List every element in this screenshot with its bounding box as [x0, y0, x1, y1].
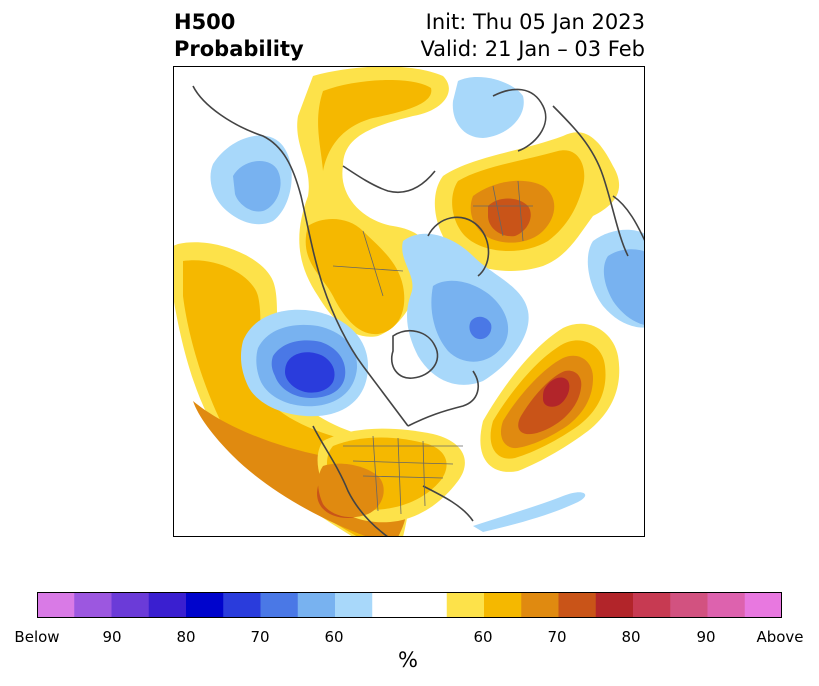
colorbar-swatch — [521, 592, 559, 618]
colorbar-swatch — [446, 592, 485, 618]
colorbar-swatch — [595, 592, 634, 618]
colorbar-swatch — [37, 592, 75, 618]
colorbar-tick-label: 70 — [547, 628, 567, 646]
colorbar — [37, 592, 782, 618]
colorbar-swatch — [372, 592, 410, 618]
colorbar-tick-label: 60 — [324, 628, 344, 646]
region-hudson-below-70 — [469, 316, 492, 340]
title-variable: H500 — [174, 10, 236, 34]
probability-map — [173, 66, 645, 537]
colorbar-swatch — [484, 592, 522, 618]
title-left: H500 Probability — [174, 9, 304, 63]
colorbar-swatch — [744, 592, 782, 618]
colorbar-swatch — [74, 592, 112, 618]
region-alaska-below-65 — [233, 160, 281, 212]
region-siberia-below-65 — [603, 249, 645, 325]
region-atlantic-above-75 — [543, 377, 570, 407]
valid-period: Valid: 21 Jan – 03 Feb — [420, 37, 645, 61]
colorbar-swatch — [111, 592, 150, 618]
region-greenland-below-60 — [452, 76, 524, 138]
init-date: Init: Thu 05 Jan 2023 — [425, 10, 645, 34]
colorbar-tick-label: 90 — [696, 628, 716, 646]
region-canada-above-60 — [305, 219, 405, 335]
title-right: Init: Thu 05 Jan 2023 Valid: 21 Jan – 03… — [420, 9, 645, 63]
region-westcanada-below-75 — [285, 352, 335, 393]
colorbar-swatch — [633, 592, 671, 618]
colorbar-swatch — [335, 592, 373, 618]
colorbar-swatch — [148, 592, 187, 618]
borders — [332, 180, 533, 515]
colorbar-tick-label: 70 — [250, 628, 270, 646]
colorbar-swatch — [409, 592, 448, 618]
colorbar-swatch — [670, 592, 708, 618]
colorbar-swatch — [223, 592, 261, 618]
colorbar-tick-label: 80 — [621, 628, 641, 646]
region-arctic-above-60 — [318, 80, 432, 171]
colorbar-swatch — [558, 592, 597, 618]
colorbar-swatch — [260, 592, 299, 618]
title-product: Probability — [174, 37, 304, 61]
coastlines — [192, 85, 645, 537]
colorbar-swatch — [707, 592, 746, 618]
colorbar-tick-label: Above — [756, 628, 804, 646]
region-useast-above-65 — [318, 463, 384, 518]
colorbar-tick-label: 90 — [102, 628, 122, 646]
region-hudson-below-65 — [431, 280, 509, 362]
colorbar-unit-label: % — [398, 648, 418, 672]
colorbar-swatch — [186, 592, 224, 618]
colorbar-tick-label: Below — [14, 628, 60, 646]
colorbar-swatch — [297, 592, 336, 618]
colorbar-tick-label: 80 — [176, 628, 196, 646]
region-atlantic-below-streak — [473, 492, 586, 532]
colorbar-tick-label: 60 — [473, 628, 493, 646]
